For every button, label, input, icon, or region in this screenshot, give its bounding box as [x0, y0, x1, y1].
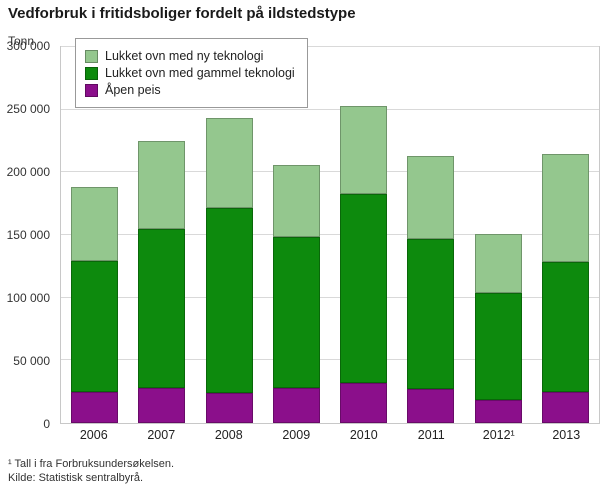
bar-segment-lukket-ovn-med-gammel-teknologi[interactable]	[407, 238, 455, 390]
x-tick-label: 2006	[79, 428, 108, 442]
y-tick-label: 0	[43, 417, 50, 431]
bar-segment-lukket-ovn-med-ny-teknologi[interactable]	[272, 164, 320, 237]
stacked-bar-2013[interactable]	[541, 153, 589, 423]
bar-segment-pen-peis[interactable]	[541, 391, 589, 423]
gridline	[61, 46, 599, 47]
bar-segment-pen-peis[interactable]	[340, 382, 388, 423]
bar-segment-pen-peis[interactable]	[71, 391, 119, 423]
bar-segment-pen-peis[interactable]	[474, 400, 522, 423]
stacked-bar-2007[interactable]	[138, 141, 186, 423]
gridline	[61, 296, 599, 298]
gridline	[61, 234, 599, 235]
bar-segment-lukket-ovn-med-gammel-teknologi[interactable]	[541, 262, 589, 392]
stacked-bar-2012[interactable]	[474, 233, 522, 423]
bars	[61, 47, 599, 423]
legend-swatch-icon	[85, 66, 98, 80]
footnotes: ¹ Tall i fra Forbruksundersøkelsen. Kild…	[8, 458, 174, 486]
bar-column-2013	[532, 47, 599, 423]
legend-item-lukket-ovn-med-ny-teknologi: Lukket ovn med ny teknologi	[85, 49, 295, 63]
y-tick-label: 200 000	[6, 165, 50, 179]
bar-segment-pen-peis[interactable]	[205, 392, 253, 423]
legend-label: Lukket ovn med gammel teknologi	[105, 66, 295, 80]
bar-segment-pen-peis[interactable]	[138, 387, 186, 423]
bar-segment-lukket-ovn-med-gammel-teknologi[interactable]	[340, 194, 388, 383]
bar-segment-pen-peis[interactable]	[272, 387, 320, 423]
bar-segment-lukket-ovn-med-gammel-teknologi[interactable]	[71, 261, 119, 392]
bar-segment-lukket-ovn-med-ny-teknologi[interactable]	[340, 105, 388, 194]
gridline	[61, 108, 599, 110]
y-tick-label: 250 000	[6, 102, 50, 116]
bar-column-2008	[196, 47, 263, 423]
legend-item-pen-peis: Åpen peis	[85, 83, 295, 97]
bar-column-2007	[128, 47, 195, 423]
gridline	[61, 171, 599, 173]
gridline	[61, 359, 599, 361]
y-axis-tick-labels: 0 50 000 100 000 150 000 200 000 250 000 300 0…	[0, 39, 54, 431]
legend-item-lukket-ovn-med-gammel-teknologi: Lukket ovn med gammel teknologi	[85, 66, 295, 80]
stacked-bar-2008[interactable]	[205, 118, 253, 423]
bar-segment-lukket-ovn-med-ny-teknologi[interactable]	[474, 233, 522, 293]
bar-column-2012	[465, 47, 532, 423]
stacked-bar-2010[interactable]	[340, 105, 388, 423]
bar-segment-lukket-ovn-med-ny-teknologi[interactable]	[541, 153, 589, 263]
stacked-bar-2006[interactable]	[71, 187, 119, 423]
bar-segment-lukket-ovn-med-ny-teknologi[interactable]	[138, 141, 186, 229]
stacked-bar-2011[interactable]	[407, 156, 455, 423]
x-tick-label: 2010	[349, 428, 378, 442]
y-tick-label: 50 000	[13, 354, 50, 368]
bar-segment-pen-peis[interactable]	[407, 389, 455, 423]
bar-segment-lukket-ovn-med-gammel-teknologi[interactable]	[205, 207, 253, 393]
y-tick-label: 100 000	[6, 291, 50, 305]
bar-column-2010	[330, 47, 397, 423]
legend-label: Lukket ovn med ny teknologi	[105, 49, 264, 63]
x-tick-label: 2011	[417, 428, 445, 442]
legend-label: Åpen peis	[105, 83, 161, 97]
bar-segment-lukket-ovn-med-gammel-teknologi[interactable]	[272, 236, 320, 388]
y-tick-label: 300 000	[6, 39, 50, 53]
stacked-bar-2009[interactable]	[272, 164, 320, 423]
x-tick-label: 2009	[282, 428, 311, 442]
bar-segment-lukket-ovn-med-gammel-teknologi[interactable]	[138, 228, 186, 388]
bar-column-2009	[263, 47, 330, 423]
legend: Lukket ovn med ny teknologi Lukket ovn me…	[75, 38, 308, 108]
plot-area	[60, 46, 600, 424]
legend-swatch-icon	[85, 49, 98, 63]
y-axis-title: Tonn	[8, 34, 35, 48]
x-axis-tick-labels: 2006 2007 2008 2009 2010 2011 2012¹ 2013	[60, 428, 600, 442]
bar-segment-lukket-ovn-med-gammel-teknologi[interactable]	[474, 292, 522, 401]
bar-segment-lukket-ovn-med-ny-teknologi[interactable]	[407, 156, 455, 239]
bar-segment-lukket-ovn-med-ny-teknologi[interactable]	[205, 118, 253, 208]
legend-swatch-icon	[85, 83, 98, 97]
bar-segment-lukket-ovn-med-ny-teknologi[interactable]	[71, 187, 119, 262]
x-tick-label: 2012¹	[482, 428, 515, 442]
footnote-note: ¹ Tall i fra Forbruksundersøkelsen.	[8, 458, 175, 470]
x-tick-label: 2007	[147, 428, 176, 442]
x-tick-label: 2008	[214, 428, 243, 442]
chart-title: Vedforbruk i fritidsboliger fordelt på i…	[8, 5, 356, 22]
y-tick-label: 150 000	[6, 228, 50, 242]
footnote-source: Kilde: Statistisk sentralbyrå.	[8, 471, 144, 484]
x-tick-label: 2013	[552, 428, 581, 442]
bar-column-2011	[397, 47, 464, 423]
bar-column-2006	[61, 47, 128, 423]
